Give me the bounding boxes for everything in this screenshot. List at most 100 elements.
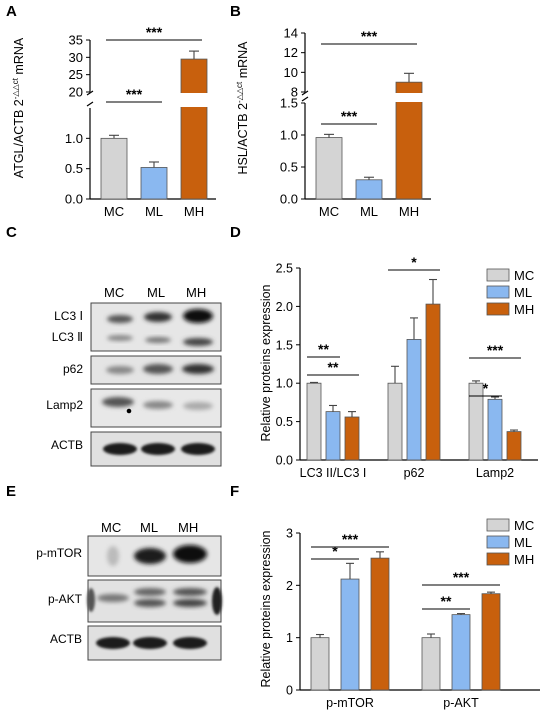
x-tick-label: MC <box>104 204 124 219</box>
chart-d: 0.0 0.5 1.0 1.5 2.0 2.5 LC3 II/LC3 I p62 Lamp2 **… <box>259 254 538 480</box>
blot-e-strip-pakt <box>87 579 222 623</box>
x-tick-label: ML <box>145 204 163 219</box>
blot-c-strip-p62 <box>90 355 222 385</box>
y-axis-label: HSL/ACTB 2-△△ct mRNA <box>235 41 250 175</box>
blot-c-lane-ml: ML <box>147 285 165 300</box>
y-tick-label: 2.5 <box>276 262 293 276</box>
blot-c-label-actb: ACTB <box>51 438 83 452</box>
y-tick-label: 14 <box>284 26 298 41</box>
significance-label: *** <box>487 342 504 358</box>
significance-label: *** <box>453 569 470 585</box>
significance-label: *** <box>146 24 163 40</box>
y-tick-label: 8 <box>291 85 298 100</box>
blot-c-label-lc3-1: LC3 Ⅰ <box>54 309 83 323</box>
significance-label: *** <box>341 108 358 124</box>
x-tick-label: MH <box>184 204 204 219</box>
panel-letter-f: F <box>230 483 240 500</box>
legend-label: ML <box>514 285 532 300</box>
y-tick-label: 20 <box>69 85 83 100</box>
x-tick-label: Lamp2 <box>476 466 514 480</box>
axis-break-mark <box>86 90 94 107</box>
legend-swatch <box>486 552 510 566</box>
significance-label: ** <box>328 359 339 375</box>
y-tick-label: 25 <box>69 67 83 82</box>
legend-label: MC <box>514 518 534 533</box>
bar <box>387 382 403 461</box>
panel-letter-b: B <box>230 3 241 20</box>
bar <box>306 382 322 461</box>
y-tick-label: 10 <box>284 65 298 80</box>
blot-c-strip-actb <box>90 431 222 467</box>
y-axis-label: ATGL/ACTB 2-△△ct mRNA <box>11 37 26 178</box>
bar <box>487 398 503 461</box>
legend-swatch <box>486 302 510 316</box>
y-tick-label: 0.0 <box>65 192 83 207</box>
blot-e-lane-ml: ML <box>140 520 158 535</box>
legend-swatch <box>486 518 510 532</box>
x-tick-label: MC <box>319 204 339 219</box>
significance-label: *** <box>361 28 378 44</box>
panel-letter-d: D <box>230 224 241 241</box>
y-tick-label: 30 <box>69 50 83 65</box>
significance-label: ** <box>441 593 452 609</box>
y-tick-label: 2.0 <box>276 300 293 314</box>
y-tick-label: 0.0 <box>280 192 298 207</box>
significance-label: *** <box>126 86 143 102</box>
y-axis-label: Relative proteins expression <box>259 530 273 687</box>
bar <box>425 303 441 461</box>
bar <box>315 137 343 200</box>
panel-letter-e: E <box>6 483 17 500</box>
bar <box>310 637 330 691</box>
y-tick-label: 0.5 <box>280 160 298 175</box>
blot-e-strip-pmtor <box>87 535 222 577</box>
bar-break-gap <box>180 93 208 107</box>
blot-e-label-pakt: p-AKT <box>48 592 83 606</box>
bar <box>406 339 422 461</box>
significance-label: *** <box>342 531 359 547</box>
x-tick-label: p62 <box>404 466 425 480</box>
blot-c-lane-mh: MH <box>186 285 206 300</box>
y-tick-label: 35 <box>69 33 83 48</box>
y-tick-label: 2 <box>286 579 293 593</box>
blot-c: MC ML MH LC3 Ⅰ LC3 Ⅱ p62 Lamp2 ACTB <box>46 285 222 467</box>
blot-c-label-lc3-2: LC3 Ⅱ <box>52 330 83 344</box>
y-tick-label: 1.0 <box>65 131 83 146</box>
blot-c-label-p62: p62 <box>63 362 83 376</box>
y-tick-label: 1.0 <box>276 377 293 391</box>
bar <box>506 431 522 461</box>
axis-break-mark <box>301 90 309 102</box>
bar <box>325 411 341 461</box>
y-tick-label: 0.5 <box>276 415 293 429</box>
y-tick-label: 1 <box>286 631 293 645</box>
legend-label: MC <box>514 268 534 283</box>
bar <box>421 637 441 691</box>
bar <box>140 167 168 200</box>
bar <box>344 416 360 461</box>
x-tick-label: p-AKT <box>443 696 479 710</box>
legend-label: ML <box>514 535 532 550</box>
y-tick-label: 1.5 <box>280 96 298 111</box>
blot-c-label-lamp2: Lamp2 <box>46 398 83 412</box>
x-tick-label: MH <box>399 204 419 219</box>
bar-break-gap <box>395 93 423 102</box>
significance-label: * <box>332 543 338 559</box>
legend-label: MH <box>514 302 534 317</box>
bar <box>100 137 128 200</box>
legend-swatch <box>486 285 510 299</box>
blot-e-strip-actb <box>87 625 222 661</box>
bar <box>180 58 208 200</box>
y-tick-label: 1.5 <box>276 338 293 352</box>
bar <box>340 578 360 691</box>
blot-e-lane-mh: MH <box>178 520 198 535</box>
bar <box>370 557 390 691</box>
blot-c-strip-lamp2 <box>90 388 222 428</box>
blot-c-lane-mc: MC <box>104 285 124 300</box>
x-tick-label: LC3 II/LC3 I <box>300 466 367 480</box>
y-tick-label: 0.0 <box>276 454 293 468</box>
y-tick-label: 3 <box>286 527 293 541</box>
blot-e: MC ML MH p-mTOR p-AKT ACTB <box>36 520 222 661</box>
bar <box>481 593 501 691</box>
chart-b: 0.0 0.5 1.0 1.58 10 12 14 MC ML MH *** *** HSL/ACTB … <box>235 26 431 219</box>
